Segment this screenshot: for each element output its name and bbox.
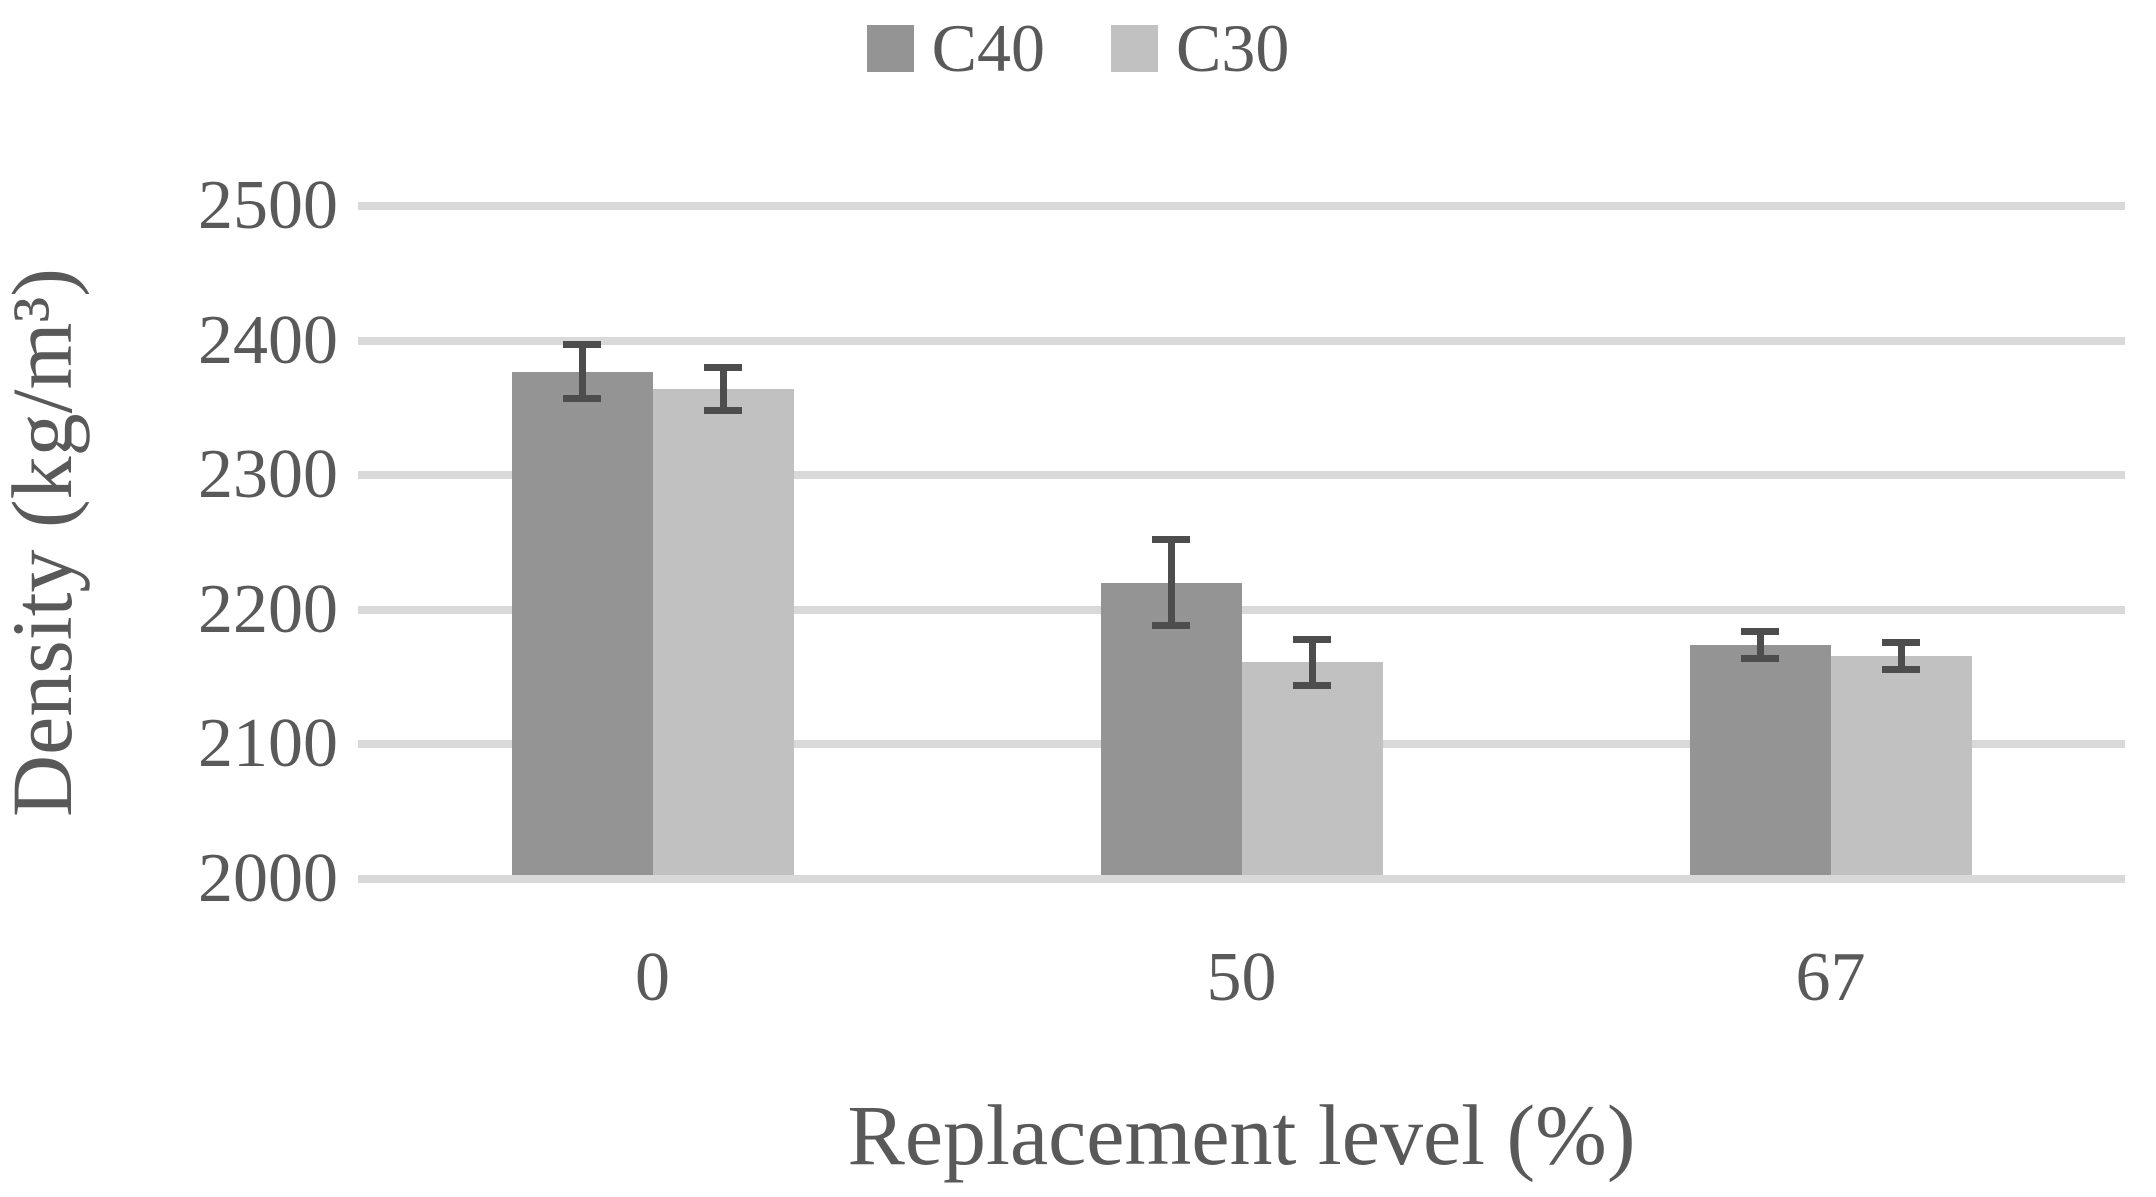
gridline-2200 (358, 605, 2125, 614)
y-tick-label-2000: 2000 (198, 840, 338, 917)
x-tick-label-50: 50 (1206, 939, 1277, 1016)
y-tick-label-2300: 2300 (198, 436, 338, 514)
error-bar-c30-50 (1308, 639, 1316, 686)
legend-item-c30: C30 (1111, 14, 1289, 82)
error-bar-cap-bottom-c30-0 (704, 407, 742, 415)
gridline-2300 (358, 471, 2125, 480)
error-bar-cap-top-c30-0 (704, 364, 742, 372)
bar-c30-0 (652, 389, 794, 875)
bar-c30-50 (1241, 662, 1383, 875)
error-bar-cap-bottom-c40-67 (1741, 654, 1779, 662)
legend-swatch-c30 (1111, 24, 1158, 72)
legend-swatch-c40 (866, 24, 914, 72)
error-bar-c40-0 (578, 344, 586, 399)
gridline-2400 (358, 336, 2125, 345)
error-bar-cap-bottom-c40-0 (563, 394, 601, 402)
error-bar-cap-top-c30-67 (1882, 638, 1920, 646)
error-bar-cap-bottom-c40-50 (1152, 622, 1190, 630)
bar-c30-67 (1830, 655, 1972, 875)
y-tick-label-2200: 2200 (198, 570, 338, 648)
error-bar-c30-0 (719, 367, 727, 411)
chart-legend: C40 C30 (0, 14, 2156, 82)
error-bar-cap-top-c40-50 (1152, 536, 1190, 544)
bar-c40-67 (1689, 644, 1831, 875)
y-tick-label-2400: 2400 (198, 301, 338, 379)
legend-label-c30: C30 (1176, 10, 1290, 86)
error-bar-cap-top-c30-50 (1293, 635, 1331, 643)
gridline-2000 (358, 875, 2125, 883)
error-bar-cap-bottom-c30-67 (1882, 665, 1920, 673)
x-axis-title: Replacement level (%) (847, 1087, 1636, 1183)
x-tick-label-67: 67 (1795, 939, 1866, 1016)
error-bar-c40-50 (1167, 539, 1175, 626)
y-axis-title: Density (kg/m³) (0, 268, 90, 817)
x-tick-label-0: 0 (635, 939, 670, 1016)
error-bar-cap-top-c40-67 (1741, 627, 1779, 635)
y-tick-label-2500: 2500 (198, 167, 338, 244)
bar-c40-50 (1100, 582, 1242, 875)
gridline-2500 (358, 202, 2125, 210)
legend-item-c40: C40 (866, 10, 1045, 86)
legend-label-c40: C40 (931, 10, 1045, 86)
error-bar-c30-67 (1897, 642, 1905, 669)
bar-c40-0 (511, 371, 653, 875)
y-tick-label-2100: 2100 (198, 705, 338, 783)
error-bar-c40-67 (1756, 631, 1764, 659)
error-bar-cap-bottom-c30-50 (1293, 681, 1331, 689)
error-bar-cap-top-c40-0 (563, 341, 601, 349)
